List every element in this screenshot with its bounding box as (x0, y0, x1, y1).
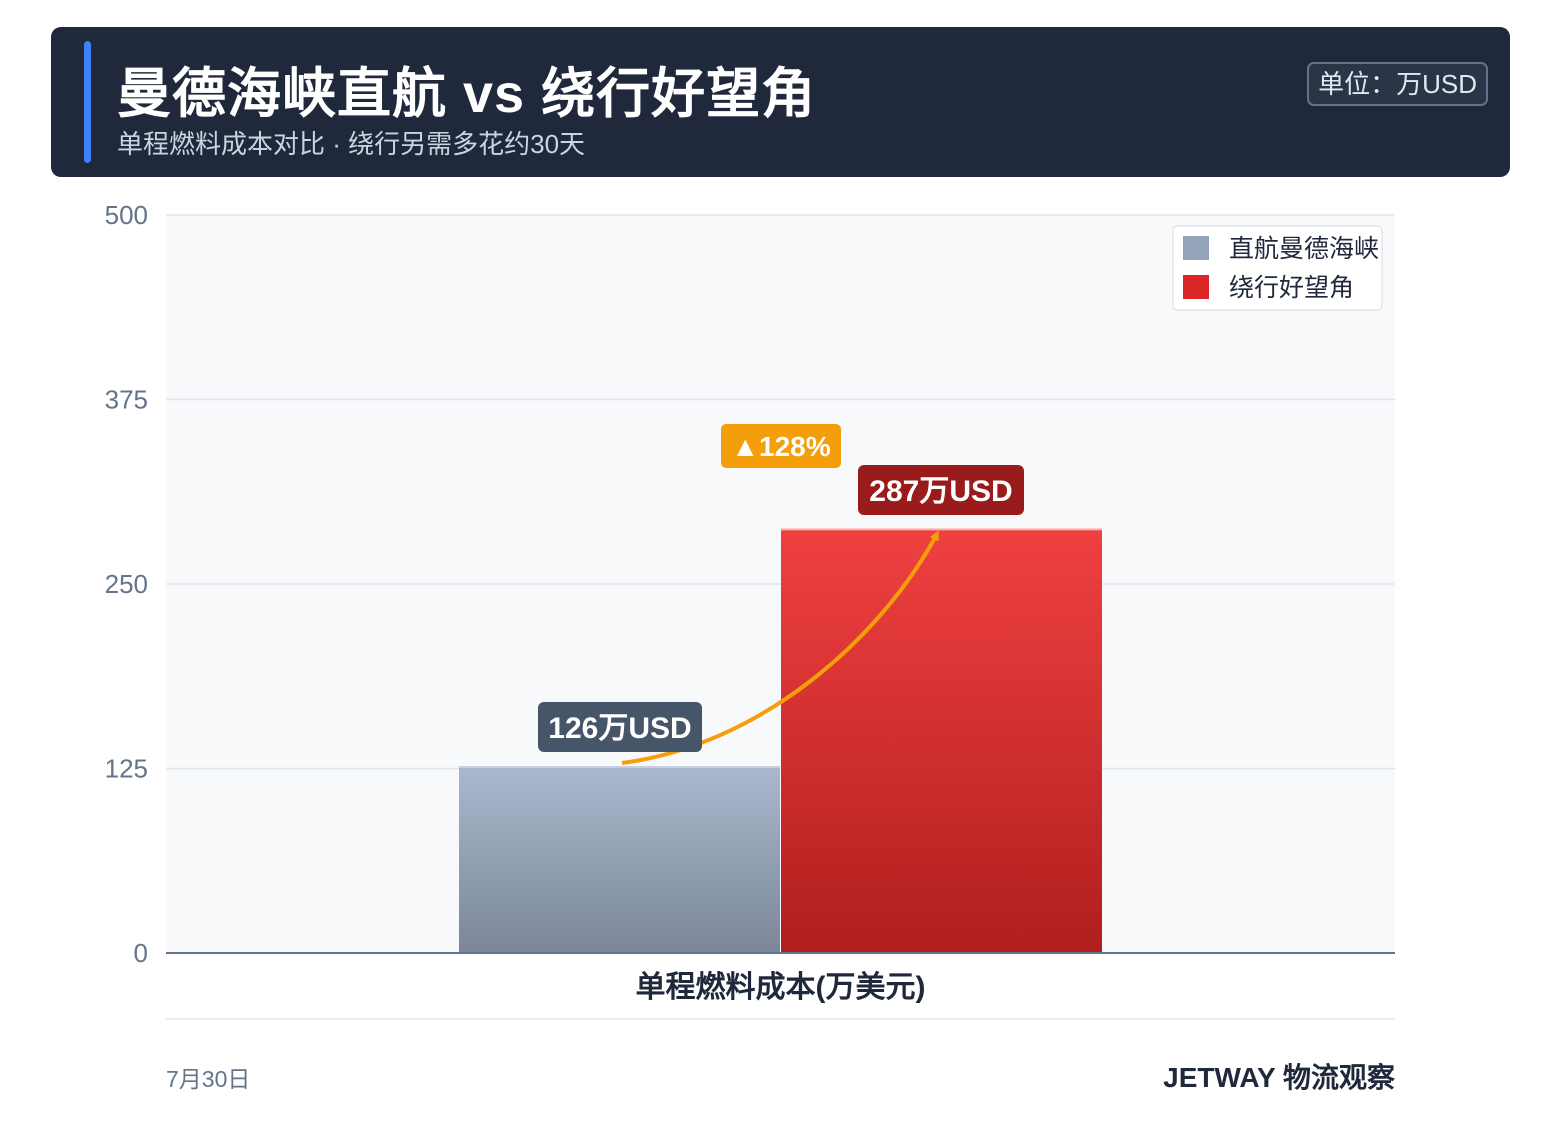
value-label: 126万USD (548, 712, 691, 745)
legend-label: 绕行好望角 (1229, 274, 1354, 302)
change-badge-label: ▲128% (731, 431, 830, 462)
y-tick-label: 250 (105, 569, 148, 599)
bar-detour (781, 529, 1102, 953)
y-tick-label: 125 (105, 754, 148, 784)
value-label: 287万USD (869, 475, 1012, 508)
page-subtitle: 单程燃料成本对比 · 绕行另需多花约30天 (117, 129, 586, 159)
header-accent-bar (84, 41, 91, 163)
legend-box (1172, 225, 1383, 311)
page-title: 曼德海峡直航 vs 绕行好望角 (117, 64, 817, 124)
y-tick-label: 375 (105, 385, 148, 415)
y-tick-label: 0 (134, 938, 148, 968)
y-tick-label: 500 (105, 200, 148, 230)
header-banner: 曼德海峡直航 vs 绕行好望角 单程燃料成本对比 · 绕行另需多花约30天 单位… (51, 27, 1510, 177)
x-axis-label: 单程燃料成本(万美元) (636, 970, 926, 1004)
footer-brand: JETWAY 物流观察 (1163, 1062, 1395, 1093)
bar-direct (459, 767, 780, 953)
unit-badge: 单位：万USD (1307, 62, 1488, 106)
footer-date: 7月30日 (166, 1066, 251, 1092)
legend-swatch (1183, 236, 1209, 260)
legend-label: 直航曼德海峡 (1229, 235, 1379, 263)
value-label-box (858, 465, 1024, 515)
change-badge (721, 424, 841, 468)
value-label-box (538, 702, 702, 752)
legend-swatch (1183, 275, 1209, 299)
